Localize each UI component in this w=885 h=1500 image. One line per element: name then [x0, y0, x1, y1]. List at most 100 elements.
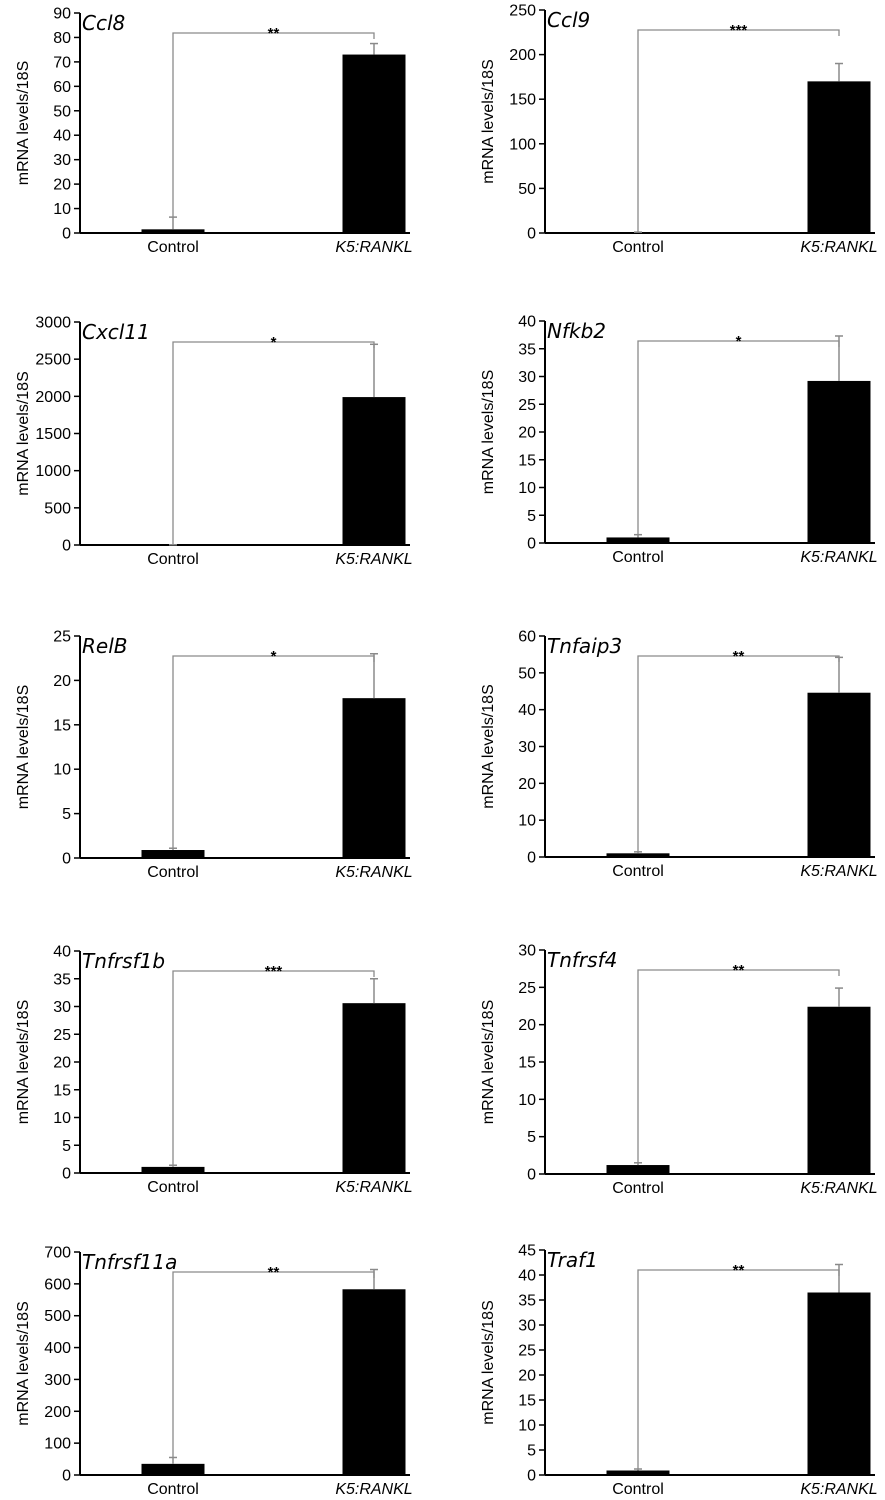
chart-panel-cxcl11: 0 500 1000 1500 2000 2500 3000 mRNA levels/18S C… — [15, 315, 413, 569]
y-tick-label: 45 — [518, 1243, 536, 1260]
y-tick-label: 700 — [44, 1245, 71, 1262]
category-label: Control — [147, 551, 199, 568]
bar-k5-rankl — [342, 1003, 406, 1173]
significance-marker: *** — [730, 22, 748, 39]
y-tick-label: 50 — [518, 665, 536, 682]
y-tick-label: 20 — [53, 673, 71, 690]
significance-marker: ** — [268, 25, 280, 42]
y-tick-label: 70 — [53, 54, 71, 71]
y-axis-label: mRNA levels/18S — [480, 684, 497, 809]
bar-k5-rankl — [807, 380, 871, 543]
y-tick-label: 100 — [44, 1436, 71, 1453]
y-tick-label: 0 — [62, 1468, 71, 1485]
y-tick-label: 40 — [53, 128, 71, 145]
chart-panel-tnfrsf1b: 0 5 10 15 20 25 30 35 40 mRNA levels/18S Tnfrsf1b C… — [15, 944, 413, 1197]
significance-bracket — [637, 655, 840, 852]
category-label: K5:RANKL — [800, 1180, 877, 1197]
significance-bracket — [637, 1269, 840, 1469]
y-tick-label: 150 — [509, 92, 536, 109]
y-tick-label: 25 — [53, 629, 71, 646]
bar-k5-rankl — [342, 54, 406, 233]
bar-k5-rankl — [807, 692, 871, 857]
bar-k5-rankl — [342, 698, 406, 858]
y-tick-label: 0 — [62, 226, 71, 243]
bar-control — [606, 1470, 670, 1475]
y-axis-label: mRNA levels/18S — [15, 1000, 32, 1125]
y-tick-label: 50 — [53, 103, 71, 120]
significance-marker: ** — [733, 962, 745, 979]
y-tick-label: 10 — [518, 1418, 536, 1435]
bar-control — [141, 1166, 205, 1173]
y-tick-label: 0 — [527, 226, 536, 243]
category-label: Control — [612, 549, 664, 566]
y-tick-label: 15 — [518, 452, 536, 469]
y-axis-label: mRNA levels/18S — [480, 1000, 497, 1125]
chart-panel-nfkb2: 0 5 10 15 20 25 30 35 40 mRNA levels/18S Nfkb2 Cont… — [480, 314, 878, 567]
significance-marker: ** — [733, 1262, 745, 1279]
y-axis-label: mRNA levels/18S — [15, 1301, 32, 1426]
y-axis-label: mRNA levels/18S — [15, 371, 32, 496]
y-tick-label: 30 — [53, 999, 71, 1016]
bar-k5-rankl — [807, 1006, 871, 1174]
y-tick-label: 40 — [53, 944, 71, 961]
y-tick-label: 0 — [62, 851, 71, 868]
chart-panel-ccl9: 0 50 100 150 200 250 mRNA levels/18S Ccl9 Contro… — [480, 3, 878, 257]
category-label: K5:RANKL — [800, 239, 877, 256]
chart-title: Cxcl11 — [82, 320, 150, 344]
y-tick-label: 30 — [53, 152, 71, 169]
y-tick-label: 10 — [53, 1110, 71, 1127]
bar-control — [606, 1165, 670, 1174]
y-tick-label: 60 — [518, 629, 536, 646]
category-label: K5:RANKL — [335, 864, 412, 881]
significance-marker: * — [271, 648, 277, 665]
chart-title: Traf1 — [547, 1248, 598, 1272]
category-label: Control — [612, 863, 664, 880]
y-tick-label: 35 — [518, 341, 536, 358]
significance-marker: * — [271, 334, 277, 351]
y-tick-label: 10 — [53, 201, 71, 218]
chart-panel-tnfrsf4: 0 5 10 15 20 25 30 mRNA levels/18S Tnfrsf4 Contro… — [480, 943, 878, 1198]
y-tick-label: 20 — [518, 425, 536, 442]
category-label: K5:RANKL — [335, 1179, 412, 1196]
y-tick-label: 35 — [53, 971, 71, 988]
y-tick-label: 25 — [518, 397, 536, 414]
chart-panel-ccl8: 0 10 20 30 40 50 60 70 80 90 mRNA levels/18S Ccl8 Co… — [15, 6, 413, 257]
significance-bracket — [172, 655, 375, 849]
y-tick-label: 2000 — [35, 389, 71, 406]
y-tick-label: 0 — [62, 1166, 71, 1183]
chart-title: Nfkb2 — [547, 319, 606, 343]
y-tick-label: 15 — [518, 1055, 536, 1072]
y-tick-label: 1000 — [35, 463, 71, 480]
chart-title: Tnfrsf4 — [547, 948, 617, 972]
y-tick-label: 5 — [527, 508, 536, 525]
category-label: Control — [147, 1179, 199, 1196]
y-tick-label: 5 — [62, 1138, 71, 1155]
y-tick-label: 0 — [527, 536, 536, 553]
chart-panel-tnfrsf11a: 0 100 200 300 400 500 600 700 mRNA levels/18S Tnf… — [15, 1245, 413, 1499]
y-tick-label: 90 — [53, 6, 71, 23]
chart-panel-tnfaip3: 0 10 20 30 40 50 60 mRNA levels/18S Tnfaip3 Contr… — [480, 629, 878, 881]
y-tick-label: 20 — [53, 1055, 71, 1072]
y-tick-label: 25 — [53, 1027, 71, 1044]
y-tick-label: 25 — [518, 980, 536, 997]
chart-title: Tnfrsf11a — [82, 1250, 177, 1274]
y-tick-label: 1500 — [35, 426, 71, 443]
y-tick-label: 80 — [53, 30, 71, 47]
category-label: Control — [147, 864, 199, 881]
bar-k5-rankl — [807, 81, 871, 233]
y-tick-label: 40 — [518, 314, 536, 331]
y-tick-label: 100 — [509, 136, 536, 153]
bar-k5-rankl — [342, 397, 406, 545]
y-axis-label: mRNA levels/18S — [15, 61, 32, 186]
category-label: Control — [612, 1180, 664, 1197]
y-axis-label: mRNA levels/18S — [480, 370, 497, 495]
y-tick-label: 30 — [518, 943, 536, 960]
bar-k5-rankl — [342, 1289, 406, 1475]
bar-control — [141, 850, 205, 858]
y-tick-label: 10 — [518, 813, 536, 830]
category-label: K5:RANKL — [800, 1481, 877, 1498]
y-axis-label: mRNA levels/18S — [480, 1300, 497, 1425]
y-tick-label: 30 — [518, 1318, 536, 1335]
y-tick-label: 500 — [44, 500, 71, 517]
